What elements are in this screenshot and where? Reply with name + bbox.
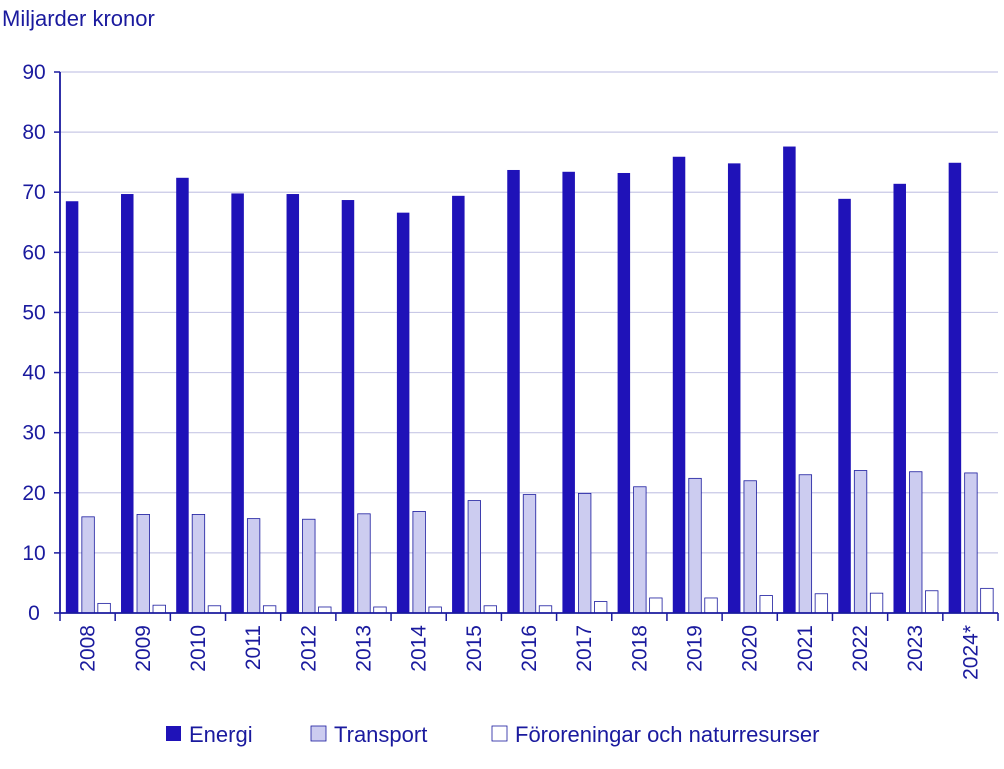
bar-föroreningar-och-naturresurser-2013 — [373, 606, 387, 614]
bar-föroreningar-och-naturresurser-2008 — [97, 602, 111, 614]
bar-transport-2011 — [246, 518, 261, 614]
y-tick-label: 0 — [28, 602, 40, 625]
bar-transport-2023 — [909, 471, 923, 614]
bar-energi-2010 — [176, 177, 189, 613]
bar-transport-2010 — [191, 514, 206, 614]
legend-swatch — [310, 725, 327, 742]
legend-label: Transport — [334, 722, 427, 747]
bar-transport-2018 — [633, 486, 647, 614]
bar-energi-2020 — [727, 163, 741, 613]
x-tick-label: 2012 — [297, 625, 320, 672]
x-tick-label: 2010 — [187, 625, 210, 672]
bar-föroreningar-och-naturresurser-2022 — [869, 592, 884, 614]
y-axis-label: Miljarder kronor — [2, 6, 155, 31]
y-tick-label: 40 — [22, 362, 45, 385]
bar-energi-2012 — [286, 194, 300, 613]
x-tick-label: 2018 — [628, 625, 651, 672]
bar-föroreningar-och-naturresurser-2009 — [152, 604, 166, 614]
bar-transport-2019 — [688, 477, 702, 614]
bar-föroreningar-och-naturresurser-2024 — [980, 587, 994, 614]
legend-swatch — [166, 726, 181, 741]
y-tick-label: 50 — [22, 301, 45, 324]
y-tick-label: 30 — [22, 422, 45, 445]
bar-transport-2009 — [136, 514, 150, 614]
x-tick-label: 2023 — [904, 625, 927, 672]
bar-energi-2023 — [893, 183, 906, 613]
axes — [59, 72, 998, 614]
y-tick-label: 80 — [22, 121, 45, 144]
x-tick-label: 2009 — [132, 625, 155, 672]
bar-energi-2008 — [65, 201, 79, 613]
bar-föroreningar-och-naturresurser-2021 — [814, 593, 829, 614]
bar-föroreningar-och-naturresurser-2011 — [262, 605, 277, 614]
bar-energi-2015 — [452, 195, 465, 613]
y-tick-label: 70 — [22, 181, 45, 204]
bar-föroreningar-och-naturresurser-2020 — [759, 595, 773, 614]
x-tick-label: 2020 — [739, 625, 762, 672]
x-tick-label: 2022 — [849, 625, 872, 672]
bar-energi-2019 — [672, 156, 686, 614]
bar-föroreningar-och-naturresurser-2010 — [207, 605, 222, 614]
bars — [65, 146, 994, 614]
x-tick-label: 2017 — [573, 625, 596, 672]
bar-energi-2017 — [562, 171, 575, 614]
x-axis-ticks: 2008 2009 2010 2011 2012 2013 2014 2015 2016 2017… — [59, 613, 999, 680]
x-tick-label: 2011 — [242, 625, 265, 670]
bar-energi-2011 — [231, 193, 244, 613]
y-tick-label: 60 — [22, 241, 45, 264]
legend-label: Föroreningar och naturresurser — [515, 722, 819, 747]
bar-föroreningar-och-naturresurser-2015 — [483, 605, 497, 614]
bar-transport-2013 — [357, 513, 371, 614]
bar-energi-2022 — [838, 198, 851, 613]
bar-transport-2022 — [853, 470, 868, 614]
x-tick-label: 2016 — [518, 625, 541, 672]
y-tick-label: 90 — [22, 61, 45, 84]
bar-transport-2020 — [743, 480, 757, 614]
y-tick-label: 10 — [22, 542, 45, 565]
bar-energi-2014 — [396, 212, 410, 613]
bar-föroreningar-och-naturresurser-2019 — [704, 597, 718, 614]
bar-föroreningar-och-naturresurser-2016 — [538, 605, 553, 614]
x-tick-label: 2024* — [959, 625, 982, 680]
y-axis-ticks: 0 10 20 30 40 50 60 70 80 90 — [22, 61, 60, 625]
bar-föroreningar-och-naturresurser-2012 — [318, 606, 332, 614]
bar-transport-2015 — [467, 500, 481, 614]
bar-energi-2018 — [617, 172, 631, 613]
bar-transport-2014 — [412, 511, 426, 614]
bar-föroreningar-och-naturresurser-2018 — [649, 597, 663, 614]
bar-energi-2009 — [121, 194, 134, 613]
bar-transport-2021 — [798, 474, 813, 614]
x-tick-label: 2015 — [463, 625, 486, 672]
bar-föroreningar-och-naturresurser-2023 — [925, 590, 939, 614]
bar-energi-2013 — [341, 200, 355, 613]
bar-transport-2017 — [578, 492, 592, 614]
x-tick-label: 2014 — [408, 625, 431, 672]
gridlines — [60, 71, 998, 554]
bar-energi-2024 — [948, 162, 962, 614]
bar-transport-2008 — [81, 516, 95, 614]
bar-energi-2016 — [507, 169, 520, 613]
x-tick-label: 2008 — [77, 625, 100, 672]
legend-label: Energi — [189, 722, 253, 747]
bar-transport-2024 — [964, 472, 978, 614]
y-tick-label: 20 — [22, 482, 45, 505]
bar-transport-2012 — [302, 518, 316, 614]
legend-swatch — [491, 725, 508, 742]
x-tick-label: 2013 — [352, 625, 375, 672]
x-tick-label: 2021 — [794, 625, 817, 672]
legend: Energi Transport Föroreningar och naturres… — [166, 722, 819, 747]
bar-föroreningar-och-naturresurser-2017 — [594, 601, 608, 614]
bar-energi-2021 — [783, 146, 796, 613]
bar-transport-2016 — [522, 494, 537, 614]
bar-föroreningar-och-naturresurser-2014 — [428, 606, 442, 614]
x-tick-label: 2019 — [684, 625, 707, 672]
